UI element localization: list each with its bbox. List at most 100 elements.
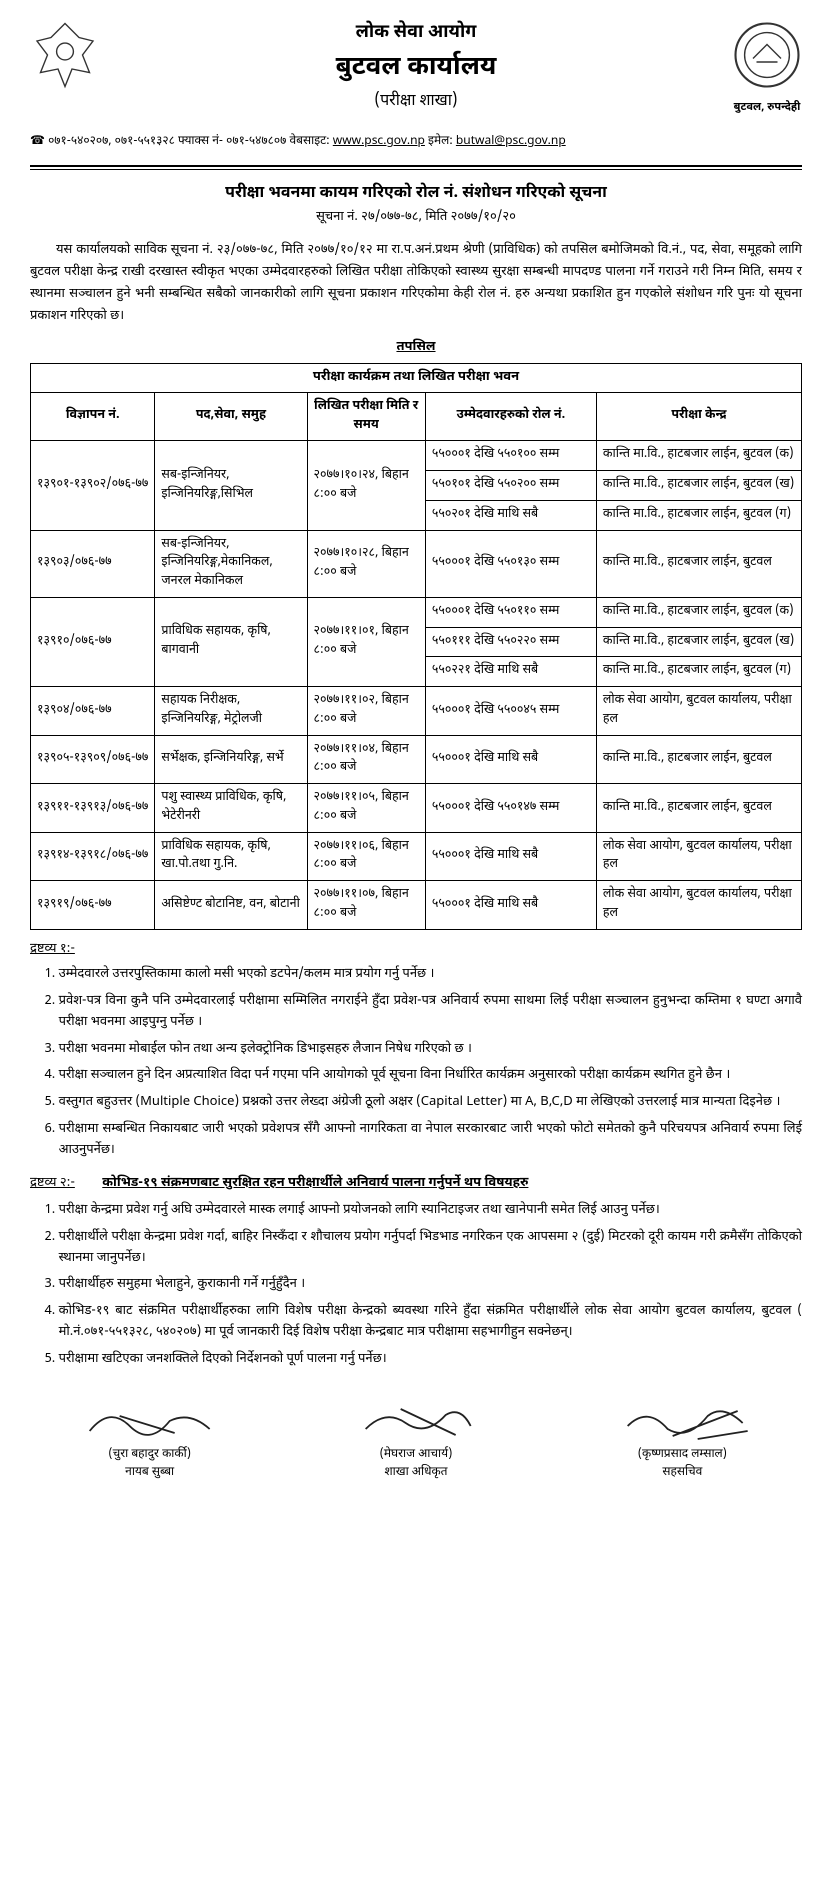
table-row: १३९१४-१३९१८/०७६-७७प्राविधिक सहायक, कृषि,… — [31, 832, 802, 881]
cell-date: २०७७।११।०२, बिहान ८:०० बजे — [307, 687, 425, 736]
signature-icon — [30, 1401, 269, 1441]
cell-ad: १३९०३/०७६-७७ — [31, 530, 155, 597]
cell-center: कान्ति मा.वि., हाटबजार लाईन, बुटवल (ख) — [596, 471, 801, 501]
cell-roll: ५५०१११ देखि ५५०२२० सम्म — [425, 627, 596, 657]
cell-roll: ५५०००१ देखि माथि सबै — [425, 832, 596, 881]
nepal-emblem-icon — [30, 20, 100, 90]
cell-center: कान्ति मा.वि., हाटबजार लाईन, बुटवल — [596, 735, 801, 784]
table-row: १३९०३/०७६-७७सब-इन्जिनियर, इन्जिनियरिङ्ग,… — [31, 530, 802, 597]
notes1-heading: द्रष्टव्य १:- — [30, 940, 802, 960]
cell-date: २०७७।११।०७, बिहान ८:०० बजे — [307, 881, 425, 930]
notice-body: यस कार्यालयको साविक सूचना नं. २३/०७७-७८,… — [30, 240, 802, 328]
cell-post: प्राविधिक सहायक, कृषि, बागवानी — [155, 597, 307, 686]
cell-center: कान्ति मा.वि., हाटबजार लाईन, बुटवल (ख) — [596, 627, 801, 657]
cell-post: असिष्टेण्ट बोटानिष्ट, वन, बोटानी — [155, 881, 307, 930]
cell-ad: १३९११-१३९१३/०७६-७७ — [31, 784, 155, 833]
notice-subtitle: सूचना नं. २७/०७७-७८, मिति २०७७/१०/२० — [30, 208, 802, 228]
cell-roll: ५५०००१ देखि ५५०१०० सम्म — [425, 441, 596, 471]
cell-center: कान्ति मा.वि., हाटबजार लाईन, बुटवल (ग) — [596, 500, 801, 530]
cell-roll: ५५०२०१ देखि माथि सबै — [425, 500, 596, 530]
table-row: १३९०१-१३९०२/०७६-७७सब-इन्जिनियर, इन्जिनिय… — [31, 441, 802, 471]
note-item: परीक्षार्थीहरु समुहमा भेलाहुने, कुराकानी… — [59, 1275, 802, 1296]
table-row: १३९१९/०७६-७७असिष्टेण्ट बोटानिष्ट, वन, बो… — [31, 881, 802, 930]
notice-title: परीक्षा भवनमा कायम गरिएको रोल नं. संशोधन… — [30, 182, 802, 206]
cell-center: कान्ति मा.वि., हाटबजार लाईन, बुटवल (क) — [596, 441, 801, 471]
cell-roll: ५५०००१ देखि ५५००४५ सम्म — [425, 687, 596, 736]
signature-block: (चुरा बहादुर कार्की) नायब सुब्बा — [30, 1401, 269, 1481]
notes2-heading-row: द्रष्टव्य २:- कोभिड-१९ संक्रमणबाट सुरक्ष… — [30, 1174, 802, 1194]
cell-post: सब-इन्जिनियर, इन्जिनियरिङ्ग,मेकानिकल, जन… — [155, 530, 307, 597]
note-item: परीक्षा सञ्चालन हुने दिन अप्रत्याशित विद… — [59, 1066, 802, 1087]
note-item: प्रवेश-पत्र विना कुनै पनि उम्मेदवारलाई प… — [59, 992, 802, 1034]
cell-roll: ५५०००१ देखि ५५०१४७ सम्म — [425, 784, 596, 833]
cell-post: प्राविधिक सहायक, कृषि, खा.पो.तथा गु.नि. — [155, 832, 307, 881]
note-item: परीक्षामा खटिएका जनशक्तिले दिएको निर्देश… — [59, 1350, 802, 1371]
document-header: बुटवल, रुपन्देही लोक सेवा आयोग बुटवल कार… — [30, 20, 802, 163]
cell-date: २०७७।१०।२४, बिहान ८:०० बजे — [307, 441, 425, 530]
cell-center: कान्ति मा.वि., हाटबजार लाईन, बुटवल — [596, 784, 801, 833]
table-row: १३९१०/०७६-७७प्राविधिक सहायक, कृषि, बागवा… — [31, 597, 802, 627]
header-divider-thin — [30, 169, 802, 170]
signature-name: (कृष्णप्रसाद लम्साल) — [563, 1445, 802, 1463]
note-item: परीक्षा भवनमा मोबाईल फोन तथा अन्य इलेक्ट… — [59, 1040, 802, 1061]
header-divider-thick — [30, 165, 802, 167]
signature-name: (चुरा बहादुर कार्की) — [30, 1445, 269, 1463]
signature-block: (मेघराज आचार्य) शाखा अधिकृत — [296, 1401, 535, 1481]
note-item: परीक्षार्थीले परीक्षा केन्द्रमा प्रवेश ग… — [59, 1228, 802, 1270]
col-roll: उम्मेदवारहरुको रोल नं. — [425, 392, 596, 441]
notes1-list: उम्मेदवारले उत्तरपुस्तिकामा कालो मसी भएक… — [59, 965, 802, 1161]
cell-roll: ५५०००१ देखि ५५०१३० सम्म — [425, 530, 596, 597]
cell-post: सब-इन्जिनियर, इन्जिनियरिङ्ग,सिभिल — [155, 441, 307, 530]
table-row: १३९०५-१३९०९/०७६-७७सर्भेक्षक, इन्जिनियरिङ… — [31, 735, 802, 784]
cell-roll: ५५०००१ देखि माथि सबै — [425, 881, 596, 930]
cell-roll: ५५०००१ देखि माथि सबै — [425, 735, 596, 784]
cell-date: २०७७।११।०६, बिहान ८:०० बजे — [307, 832, 425, 881]
contact-line: ☎ ०७१-५४०२०७, ०७१-५५१३२८ फ्याक्स नं- ०७१… — [30, 132, 802, 153]
cell-roll: ५५०१०१ देखि ५५०२०० सम्म — [425, 471, 596, 501]
note-item: परीक्षा केन्द्रमा प्रवेश गर्नु अघि उम्मे… — [59, 1201, 802, 1222]
table-title: परीक्षा कार्यक्रम तथा लिखित परीक्षा भवन — [30, 363, 802, 392]
col-date: लिखित परीक्षा मिति र समय — [307, 392, 425, 441]
notes2-list: परीक्षा केन्द्रमा प्रवेश गर्नु अघि उम्मे… — [59, 1201, 802, 1371]
cell-center: लोक सेवा आयोग, बुटवल कार्यालय, परीक्षा ह… — [596, 881, 801, 930]
cell-date: २०७७।११।०५, बिहान ८:०० बजे — [307, 784, 425, 833]
signature-post: नायब सुब्बा — [30, 1463, 269, 1481]
notes2-label: द्रष्टव्य २:- — [30, 1175, 75, 1192]
email-label: इमेल: — [428, 133, 453, 149]
table-row: १३९०४/०७६-७७सहायक निरीक्षक, इन्जिनियरिङ्… — [31, 687, 802, 736]
cell-ad: १३९०४/०७६-७७ — [31, 687, 155, 736]
signature-name: (मेघराज आचार्य) — [296, 1445, 535, 1463]
signatures-row: (चुरा बहादुर कार्की) नायब सुब्बा (मेघराज… — [30, 1401, 802, 1481]
office-name: बुटवल कार्यालय — [30, 49, 802, 88]
ministry-name: लोक सेवा आयोग — [30, 20, 802, 47]
contact-phones: ☎ ०७१-५४०२०७, ०७१-५५१३२८ फ्याक्स नं- ०७१… — [30, 133, 330, 149]
signature-icon — [296, 1401, 535, 1441]
cell-roll: ५५०२२१ देखि माथि सबै — [425, 657, 596, 687]
note-item: उम्मेदवारले उत्तरपुस्तिकामा कालो मसी भएक… — [59, 965, 802, 986]
cell-ad: १३९०५-१३९०९/०७६-७७ — [31, 735, 155, 784]
col-center: परीक्षा केन्द्र — [596, 392, 801, 441]
cell-post: पशु स्वास्थ्य प्राविधिक, कृषि, भेटेरीनरी — [155, 784, 307, 833]
website-link[interactable]: www.psc.gov.np — [333, 133, 425, 149]
note-item: कोभिड-१९ बाट संक्रमित परीक्षार्थीहरुका ल… — [59, 1302, 802, 1344]
cell-ad: १३९१४-१३९१८/०७६-७७ — [31, 832, 155, 881]
cell-post: सहायक निरीक्षक, इन्जिनियरिङ्ग, मेट्रोलजी — [155, 687, 307, 736]
branch-name: (परीक्षा शाखा) — [30, 90, 802, 114]
email-link[interactable]: butwal@psc.gov.np — [456, 133, 566, 149]
signature-post: सहसचिव — [563, 1463, 802, 1481]
cell-center: कान्ति मा.वि., हाटबजार लाईन, बुटवल — [596, 530, 801, 597]
psc-logo-icon: बुटवल, रुपन्देही — [732, 20, 802, 90]
col-ad: विज्ञापन नं. — [31, 392, 155, 441]
cell-center: लोक सेवा आयोग, बुटवल कार्यालय, परीक्षा ह… — [596, 832, 801, 881]
note-item: परीक्षामा सम्बन्धित निकायबाट जारी भएको प… — [59, 1120, 802, 1162]
table-row: १३९११-१३९१३/०७६-७७पशु स्वास्थ्य प्राविधि… — [31, 784, 802, 833]
note-item: वस्तुगत बहुउत्तर (Multiple Choice) प्रश्… — [59, 1093, 802, 1114]
cell-date: २०७७।११।०१, बिहान ८:०० बजे — [307, 597, 425, 686]
notes2-title: कोभिड-१९ संक्रमणबाट सुरक्षित रहन परीक्षा… — [102, 1175, 528, 1192]
tapasil-label: तपसिल — [30, 338, 802, 358]
exam-schedule-table: विज्ञापन नं. पद,सेवा, समुह लिखित परीक्षा… — [30, 392, 802, 930]
cell-center: लोक सेवा आयोग, बुटवल कार्यालय, परीक्षा ह… — [596, 687, 801, 736]
cell-post: सर्भेक्षक, इन्जिनियरिङ्ग, सर्भे — [155, 735, 307, 784]
table-header-row: विज्ञापन नं. पद,सेवा, समुह लिखित परीक्षा… — [31, 392, 802, 441]
cell-ad: १३९०१-१३९०२/०७६-७७ — [31, 441, 155, 530]
